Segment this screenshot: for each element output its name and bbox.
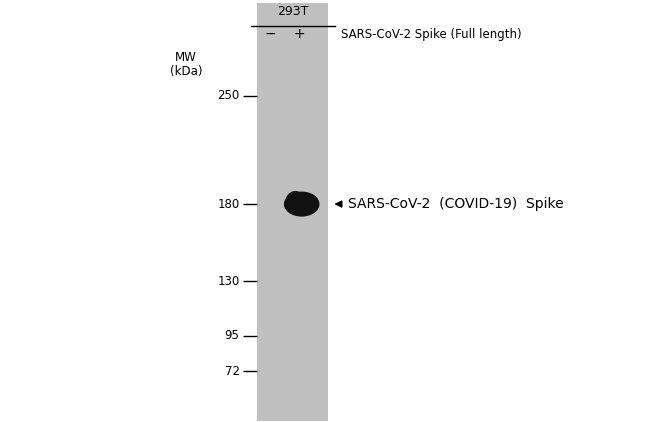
Text: SARS-CoV-2 Spike (Full length): SARS-CoV-2 Spike (Full length) (341, 28, 522, 41)
Text: 130: 130 (217, 275, 240, 288)
Text: 180: 180 (217, 197, 240, 211)
Text: +: + (293, 27, 305, 41)
Ellipse shape (285, 191, 305, 212)
Text: 293T: 293T (277, 5, 308, 18)
Text: 250: 250 (217, 89, 240, 102)
Text: 95: 95 (225, 329, 240, 342)
Text: −: − (264, 27, 276, 41)
Ellipse shape (284, 192, 320, 216)
Text: MW: MW (175, 51, 197, 64)
Text: SARS-CoV-2  (COVID-19)  Spike: SARS-CoV-2 (COVID-19) Spike (348, 197, 564, 211)
Text: 72: 72 (224, 365, 240, 378)
Bar (257, 3, 328, 421)
Text: (kDa): (kDa) (170, 65, 202, 78)
